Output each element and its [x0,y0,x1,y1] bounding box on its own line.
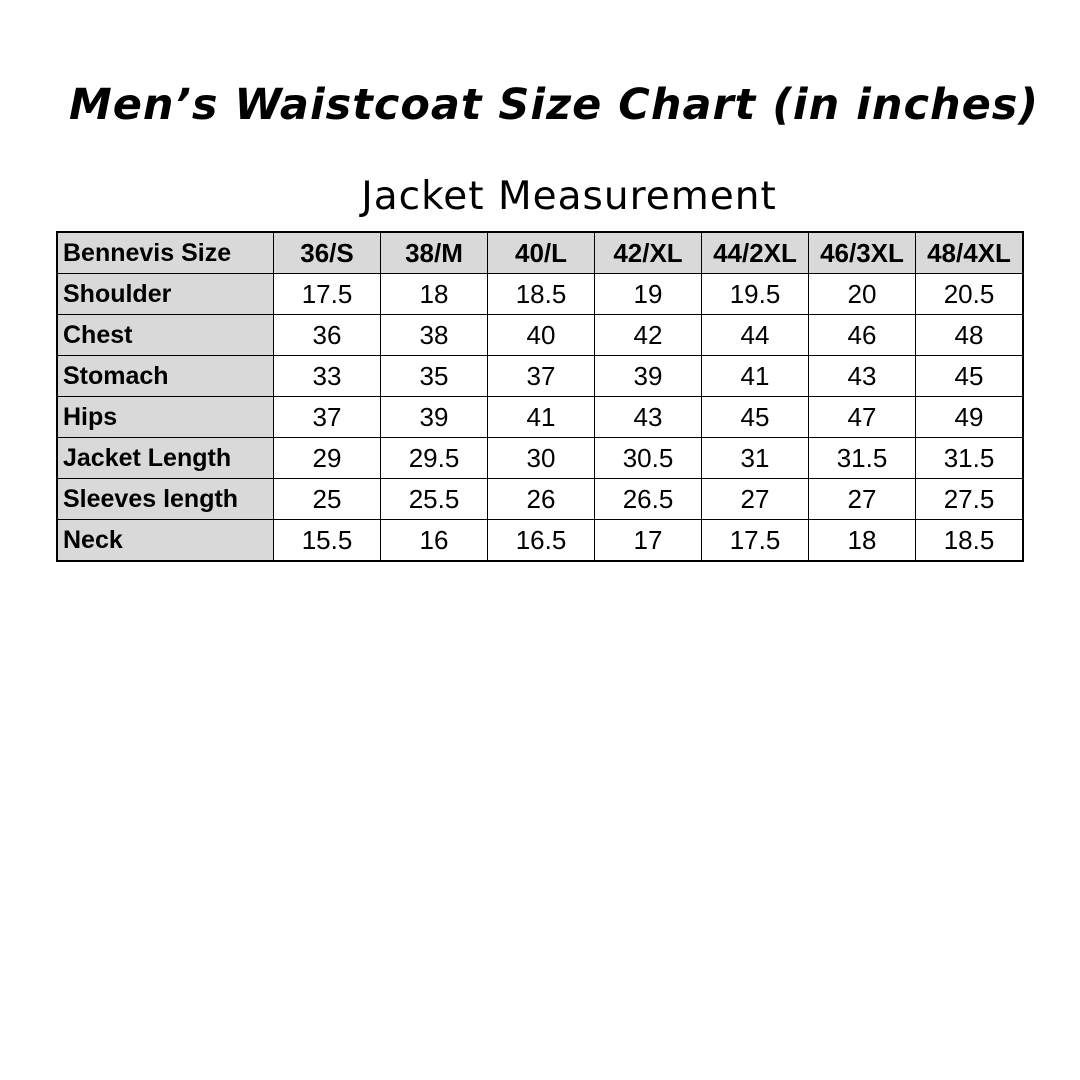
table-cell: 37 [273,396,381,438]
table-cell: 18.5 [487,273,595,315]
table-cell: 43 [808,355,916,397]
table-cell: 17.5 [701,519,809,562]
table-cell: 33 [273,355,381,397]
table-cell: 45 [701,396,809,438]
table-cell: 18 [808,519,916,562]
row-label: Shoulder [56,273,274,315]
table-cell: 18.5 [915,519,1024,562]
table-cell: 29.5 [380,437,488,479]
table-cell: 38 [380,314,488,356]
table-cell: 27 [808,478,916,520]
table-cell: 30.5 [594,437,702,479]
row-label: Hips [56,396,274,438]
table-cell: 26 [487,478,595,520]
table-cell: 25 [273,478,381,520]
table-cell: 25.5 [380,478,488,520]
table-cell: 18 [380,273,488,315]
table-cell: 41 [487,396,595,438]
table-cell: 16.5 [487,519,595,562]
table-cell: 40 [487,314,595,356]
table-cell: 49 [915,396,1024,438]
table-cell: 41 [701,355,809,397]
table-row: Stomach 33 35 37 39 41 43 45 [56,355,1024,397]
table-cell: 19.5 [701,273,809,315]
table-cell: 39 [380,396,488,438]
table-cell: 26.5 [594,478,702,520]
table-cell: 43 [594,396,702,438]
table-cell: 15.5 [273,519,381,562]
table-cell: 29 [273,437,381,479]
size-header: 40/L [487,231,595,274]
table-row: Neck 15.5 16 16.5 17 17.5 18 18.5 [56,519,1024,562]
size-header: 48/4XL [915,231,1024,274]
table-cell: 20.5 [915,273,1024,315]
section-subtitle: Jacket Measurement [361,174,777,219]
table-cell: 31.5 [915,437,1024,479]
table-cell: 45 [915,355,1024,397]
table-cell: 42 [594,314,702,356]
size-chart-table: Bennevis Size 36/S 38/M 40/L 42/XL 44/2XL 46/3… [56,231,1024,562]
table-cell: 27.5 [915,478,1024,520]
table-cell: 35 [380,355,488,397]
header-row: Bennevis Size 36/S 38/M 40/L 42/XL 44/2XL 46/3… [56,231,1024,274]
table-cell: 46 [808,314,916,356]
size-header: 38/M [380,231,488,274]
table-cell: 20 [808,273,916,315]
table-row: Shoulder 17.5 18 18.5 19 19.5 20 20.5 [56,273,1024,315]
size-header: 46/3XL [808,231,916,274]
table-row: Sleeves length 25 25.5 26 26.5 27 27 27.5 [56,478,1024,520]
table-cell: 17 [594,519,702,562]
table-row: Jacket Length 29 29.5 30 30.5 31 31.5 31.5 [56,437,1024,479]
table-row: Hips 37 39 41 43 45 47 49 [56,396,1024,438]
table-cell: 37 [487,355,595,397]
table-cell: 19 [594,273,702,315]
table-cell: 31.5 [808,437,916,479]
table-cell: 39 [594,355,702,397]
row-label: Jacket Length [56,437,274,479]
table-cell: 30 [487,437,595,479]
table-cell: 36 [273,314,381,356]
table-cell: 16 [380,519,488,562]
table-cell: 44 [701,314,809,356]
row-label: Chest [56,314,274,356]
table-cell: 17.5 [273,273,381,315]
size-header: 36/S [273,231,381,274]
page-title: Men’s Waistcoat Size Chart (in inches) [68,80,1040,130]
size-header: 42/XL [594,231,702,274]
table-cell: 47 [808,396,916,438]
table-cell: 31 [701,437,809,479]
size-header: 44/2XL [701,231,809,274]
header-label: Bennevis Size [56,231,274,274]
row-label: Sleeves length [56,478,274,520]
row-label: Neck [56,519,274,562]
table-cell: 27 [701,478,809,520]
row-label: Stomach [56,355,274,397]
table-row: Chest 36 38 40 42 44 46 48 [56,314,1024,356]
table-cell: 48 [915,314,1024,356]
